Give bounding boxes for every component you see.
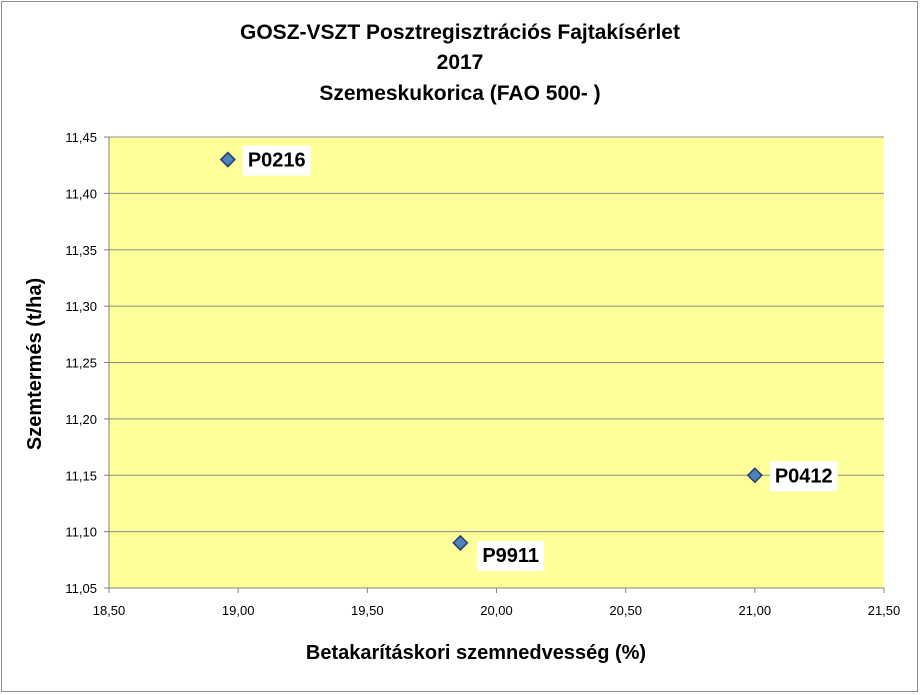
y-tick-label-5: 11,30 — [65, 299, 97, 314]
y-tick-label-0: 11,05 — [65, 581, 97, 596]
gridlines — [109, 136, 884, 533]
point-label-group-2: P0412 — [769, 461, 838, 492]
x-tick-label-4: 20,50 — [609, 603, 642, 618]
point-label-2: P0412 — [775, 465, 833, 487]
x-axis-label: Betakarításkori szemnedvesség (%) — [306, 642, 646, 664]
point-label-group-0: P0216 — [242, 145, 311, 176]
point-marker-1 — [452, 534, 469, 551]
chart-title-line-3: Szemeskukorica (FAO 500- ) — [319, 82, 600, 105]
chart-title-line-2: 2017 — [437, 51, 484, 74]
data-points: P0216 P9911 P0412 — [219, 145, 838, 571]
y-tick-label-8: 11,45 — [65, 130, 97, 145]
x-tick-label-1: 19,00 — [222, 603, 255, 618]
point-label-background-2 — [769, 461, 838, 492]
point-label-0: P0216 — [248, 150, 306, 172]
point-label-1: P9911 — [482, 545, 539, 567]
point-label-group-1: P9911 — [477, 540, 545, 571]
tick-labels: 11,05 11,10 11,15 11,20 11,25 11,30 11,35 11,40… — [65, 130, 900, 618]
y-tick-label-4: 11,25 — [65, 356, 97, 371]
y-tick-label-3: 11,20 — [65, 412, 97, 427]
point-label-background-0 — [242, 145, 311, 176]
point-marker-0 — [219, 151, 236, 168]
y-tick-label-1: 11,10 — [65, 525, 97, 540]
point-label-background-1 — [477, 540, 545, 571]
x-tick-label-2: 19,50 — [351, 603, 384, 618]
y-axis-label: Szemtermés (t/ha) — [24, 278, 46, 450]
x-tick-label-3: 20,00 — [480, 603, 513, 618]
y-tick-label-6: 11,35 — [65, 243, 97, 258]
y-tick-label-2: 11,15 — [65, 468, 97, 483]
y-tick-label-7: 11,40 — [65, 186, 97, 201]
x-tick-label-0: 18,50 — [93, 603, 126, 618]
x-tick-label-6: 21,50 — [868, 603, 901, 618]
chart-title-line-1: GOSZ-VSZT Posztregisztrációs Fajtakísérl… — [240, 21, 680, 44]
point-marker-2 — [746, 467, 763, 484]
x-tick-label-5: 21,00 — [739, 603, 772, 618]
